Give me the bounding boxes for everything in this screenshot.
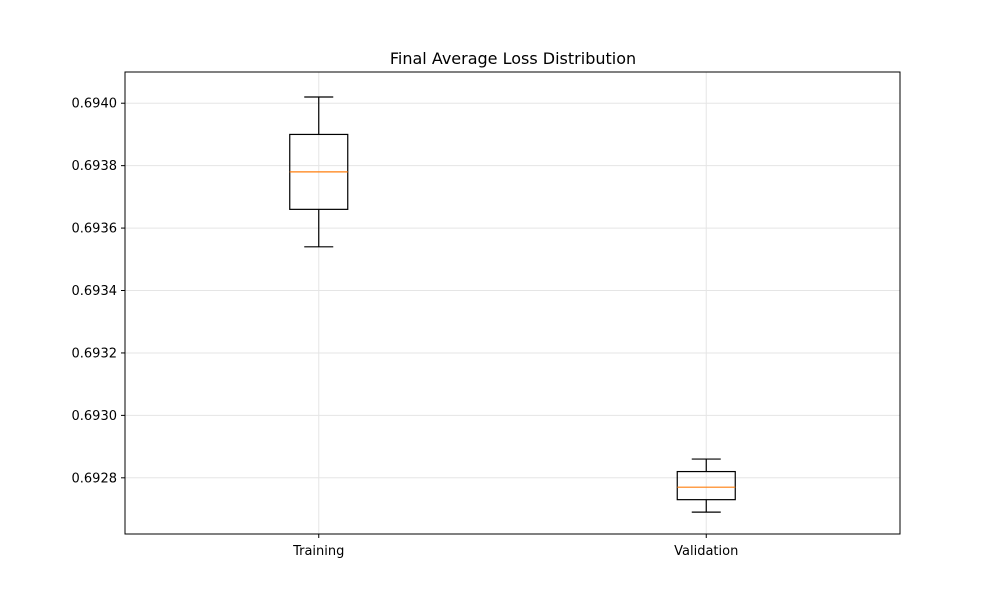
box-validation (676, 458, 736, 513)
plot-frame (124, 71, 901, 535)
chart-title: Final Average Loss Distribution (390, 49, 636, 68)
y-tick-label: 0.6934 (72, 284, 118, 299)
y-tick-label: 0.6938 (72, 159, 118, 174)
y-tick-label: 0.6928 (72, 471, 118, 486)
iqr-box (676, 470, 736, 501)
y-tick-label: 0.6940 (72, 97, 118, 112)
box-training (289, 96, 349, 248)
grid-layer (125, 72, 900, 534)
x-tick-label: Validation (674, 544, 738, 559)
x-tick-label: Training (292, 544, 344, 559)
y-tick-label: 0.6936 (72, 222, 118, 237)
y-tick-label: 0.6930 (72, 409, 118, 424)
box-layer (289, 96, 736, 513)
tick-layer: 0.6928 0.6930 0.6932 0.6934 0.6936 0.6938 0.69… (72, 97, 739, 559)
y-tick-label: 0.6932 (72, 346, 118, 361)
